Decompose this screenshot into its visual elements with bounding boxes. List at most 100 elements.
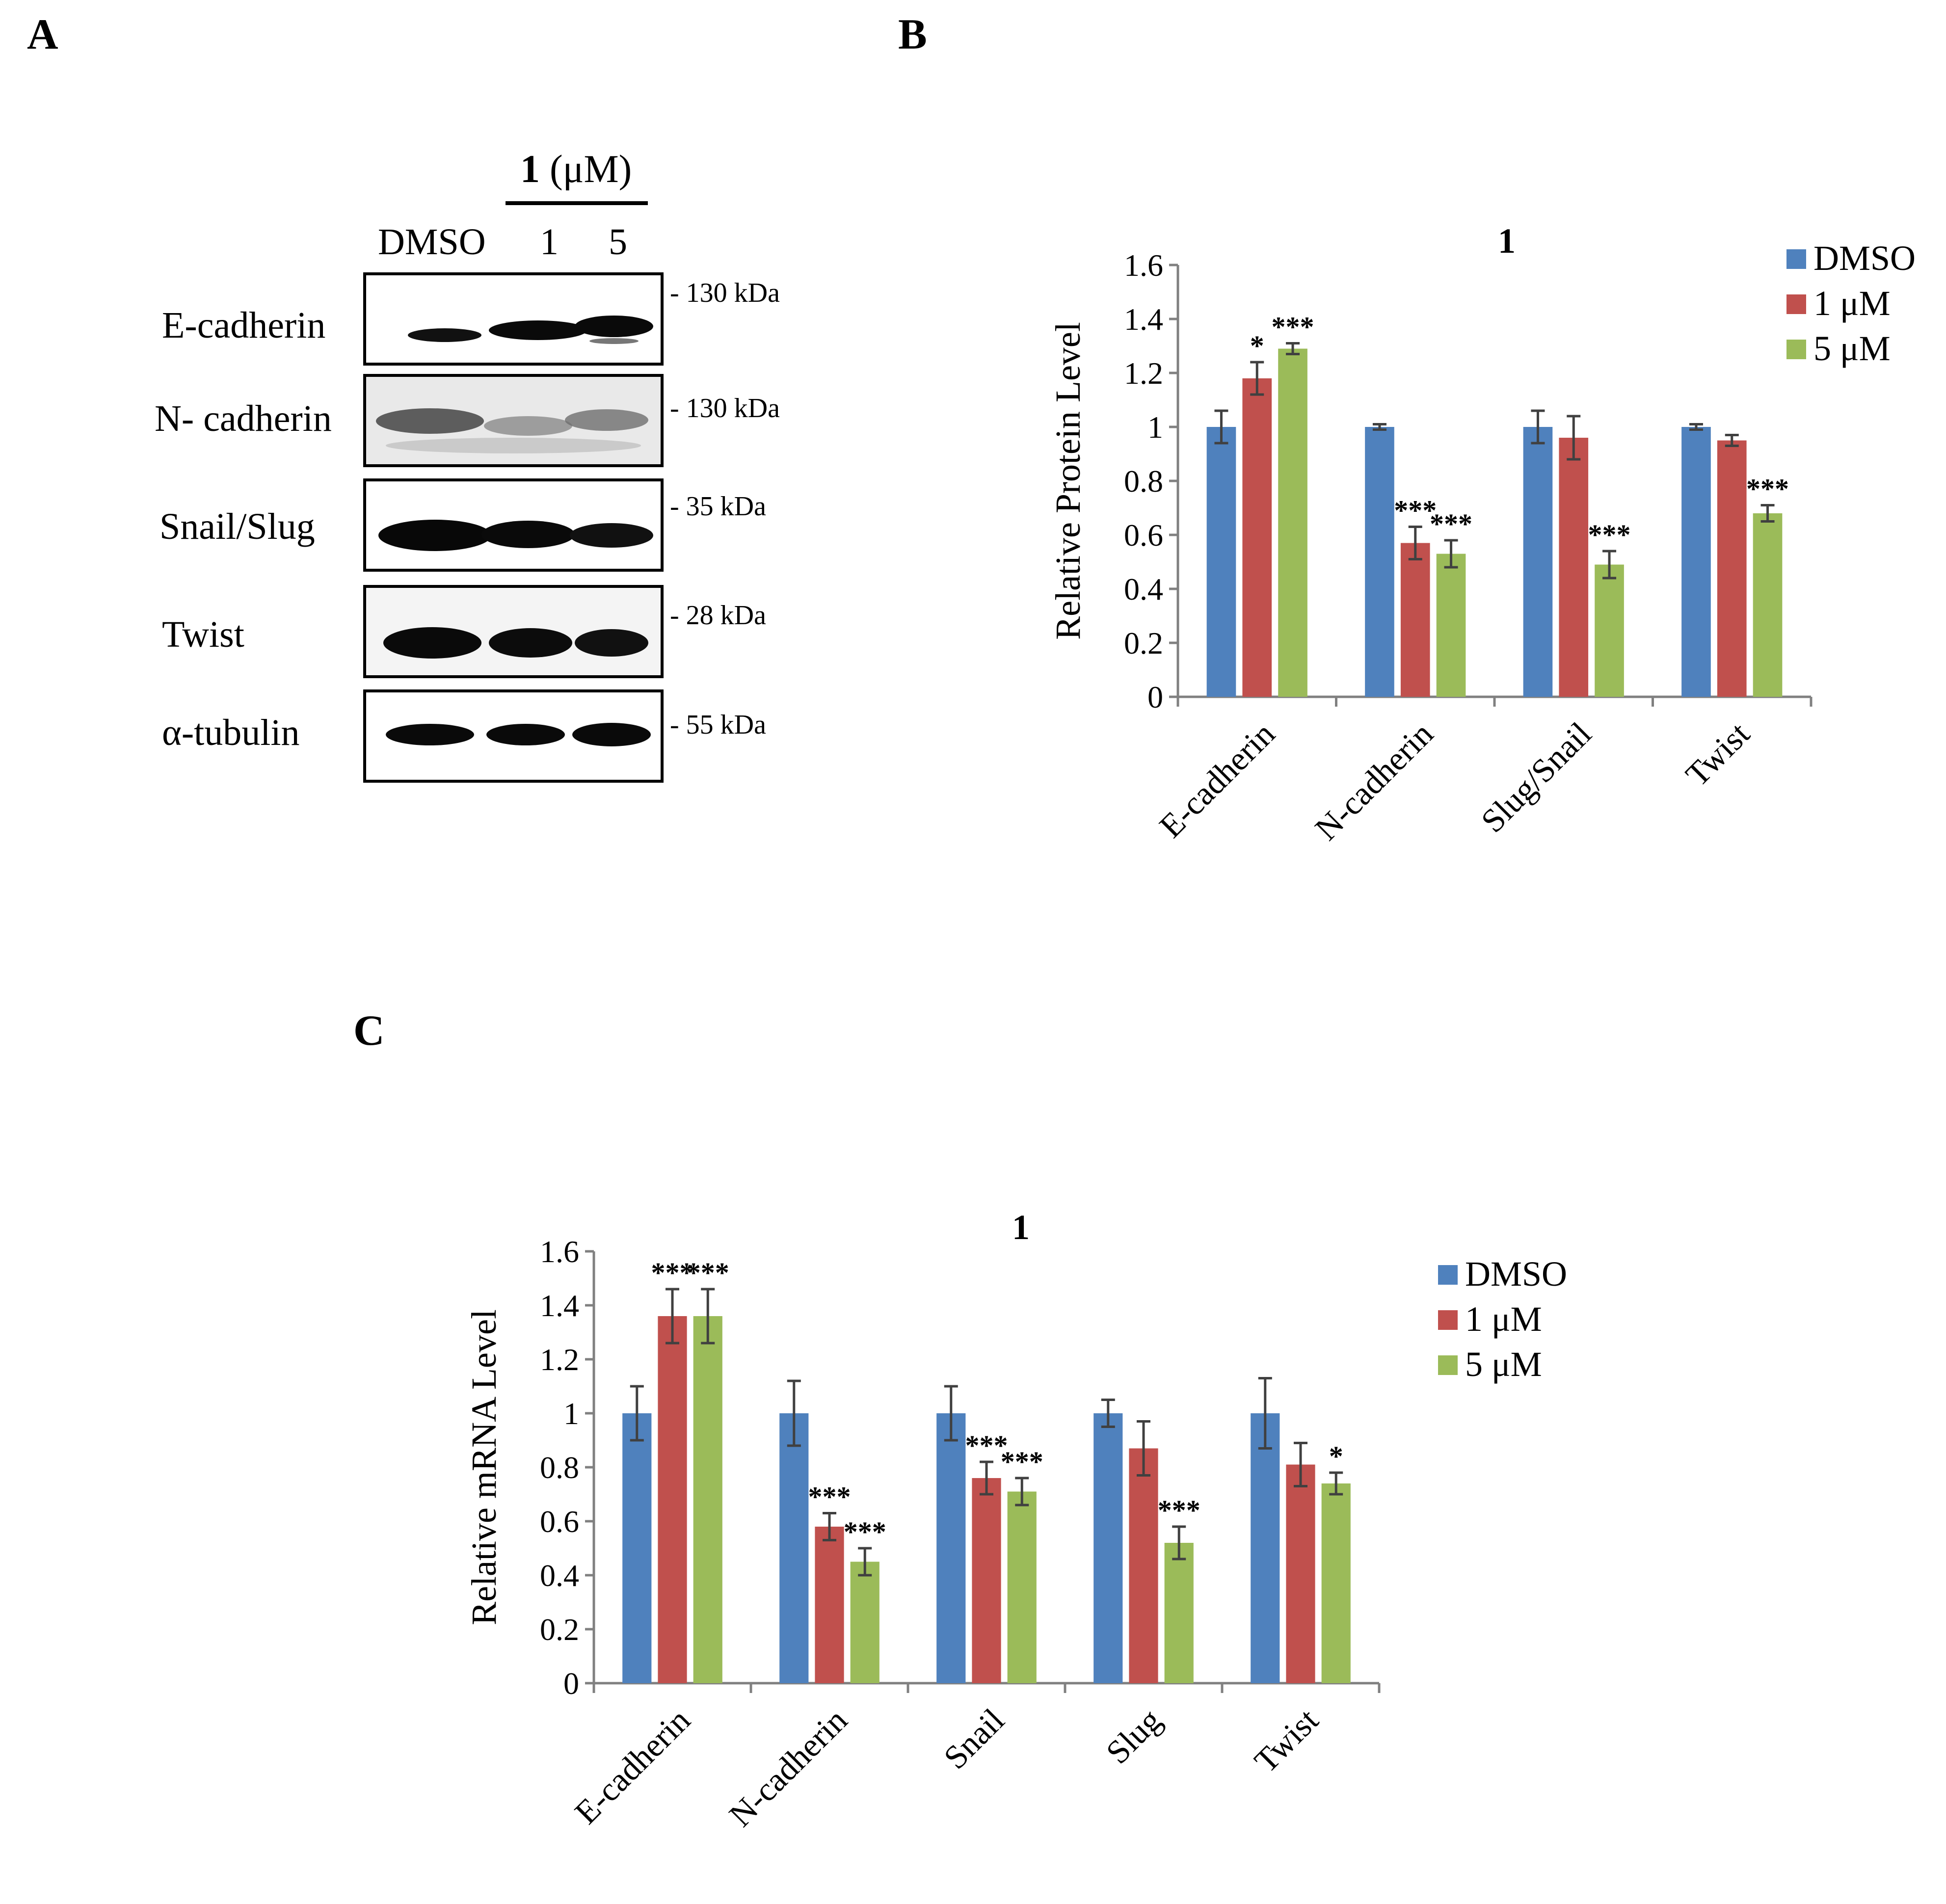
bar [936,1413,966,1683]
bar [1242,378,1272,697]
bar [815,1527,844,1683]
x-category-label: Snail [936,1701,1012,1776]
x-category-label: E-cadherin [567,1701,697,1831]
significance-stars: *** [1001,1446,1043,1478]
mrna-level-chart: 1 Relative mRNA Level 0 0.2 0.4 0.6 0.8 1 1.2 1.4… [464,1208,1567,1834]
blot-bands [366,588,661,675]
y-axis-label: Relative Protein Level [1048,322,1088,640]
mw-marker: - 130 kDa [670,278,780,308]
mw-marker: - 130 kDa [670,393,780,423]
bar [1595,564,1624,697]
bar [1251,1413,1280,1683]
significance-stars: *** [808,1481,851,1513]
panel-c-letter: C [353,1007,385,1055]
y-tick-label: 1.6 [540,1234,579,1269]
lane-label-dmso: DMSO [378,221,486,263]
significance-stars: *** [1272,311,1314,343]
legend-swatch [1786,294,1806,314]
y-tick-label: 0.6 [540,1504,579,1539]
y-axis-label: Relative mRNA Level [464,1309,504,1625]
y-tick-label: 1.4 [1124,302,1163,337]
panel-b-letter: B [898,11,927,58]
y-tick-label: 1.6 [1124,248,1163,283]
y-tick-label: 0.2 [540,1612,579,1647]
y-tick-label: 1.4 [540,1288,579,1323]
blot-image-snail-slug [363,478,664,572]
blot-bands [386,723,651,746]
y-tick-label: 0.4 [1124,572,1163,607]
blot-row-label: E-cadherin [162,305,326,346]
chart-title: 1 [1498,221,1516,261]
significance-stars: *** [651,1257,694,1289]
bar [1278,348,1307,697]
bar [1286,1464,1315,1683]
legend-swatch [1438,1265,1458,1285]
significance-stars: * [1329,1440,1343,1472]
x-category-label: Twist [1678,715,1757,793]
blot-bands [378,520,653,551]
bar [1400,543,1430,697]
y-tick-label: 1 [563,1396,579,1431]
y-tick-label: 0 [1147,680,1163,714]
x-category-label: Slug/Snail [1474,715,1599,840]
legend-label: 5 μM [1465,1345,1542,1384]
bar [658,1316,687,1683]
y-tick-label: 0.8 [1124,464,1163,499]
y-tick-label: 1.2 [540,1342,579,1377]
blot-row-label: α-tubulin [162,712,300,753]
bar [1206,427,1236,697]
x-category-label: N-cadherin [722,1701,854,1834]
blot-image-alpha-tubulin [363,689,664,783]
blot-image-n-cadherin [363,374,664,467]
bar [693,1316,722,1683]
significance-stars: *** [844,1516,886,1548]
y-tick-label: 0.4 [540,1558,579,1593]
bar [850,1561,880,1683]
significance-stars: *** [965,1429,1008,1461]
bar [1007,1491,1037,1683]
y-tick-label: 0.6 [1124,518,1163,553]
bar [1321,1483,1351,1683]
mw-marker: - 35 kDa [670,491,766,522]
lane-label-1: 1 [540,221,559,263]
blot-row-label: Twist [162,614,244,655]
significance-stars: *** [1394,495,1437,527]
legend-label: DMSO [1813,238,1916,278]
treatment-bracket-line [506,201,648,205]
legend-swatch [1438,1310,1458,1330]
lane-label-5: 5 [609,221,627,263]
bar [1753,513,1783,697]
x-category-label: E-cadherin [1152,715,1282,845]
significance-stars: *** [1158,1494,1200,1526]
x-category-label: Slug [1099,1701,1169,1771]
protein-level-chart: 1 Relative Protein Level 0 0.2 0.4 0.6 0.8 1 1.2… [1048,221,1916,847]
mw-marker: - 28 kDa [670,600,766,631]
legend-label: 5 μM [1813,329,1891,368]
legend-swatch [1786,249,1806,269]
bar [1559,438,1589,697]
bar [1717,440,1747,697]
bar [1129,1448,1158,1683]
treatment-unit: (μM) [550,148,632,191]
bar [1365,427,1394,697]
significance-stars: * [1250,330,1264,362]
bar [1093,1413,1123,1683]
bar [1523,427,1553,697]
mw-marker: - 55 kDa [670,710,766,740]
significance-stars: *** [1746,473,1789,505]
x-category-label: Twist [1247,1701,1326,1780]
treatment-header: 1 (μM) [520,147,632,192]
blot-image-twist [363,585,664,678]
y-tick-label: 0 [563,1666,579,1701]
y-tick-label: 1 [1147,410,1163,445]
blot-row-label: N- cadherin [155,398,332,439]
legend-label: 1 μM [1465,1299,1542,1339]
blot-bands [366,377,661,464]
blot-row-label: Snail/Slug [160,506,315,547]
bar [1436,554,1466,697]
legend-label: DMSO [1465,1254,1567,1294]
bar [779,1413,809,1683]
x-category-label: N-cadherin [1307,715,1440,847]
bar [1164,1543,1194,1683]
significance-stars: *** [1430,508,1472,540]
